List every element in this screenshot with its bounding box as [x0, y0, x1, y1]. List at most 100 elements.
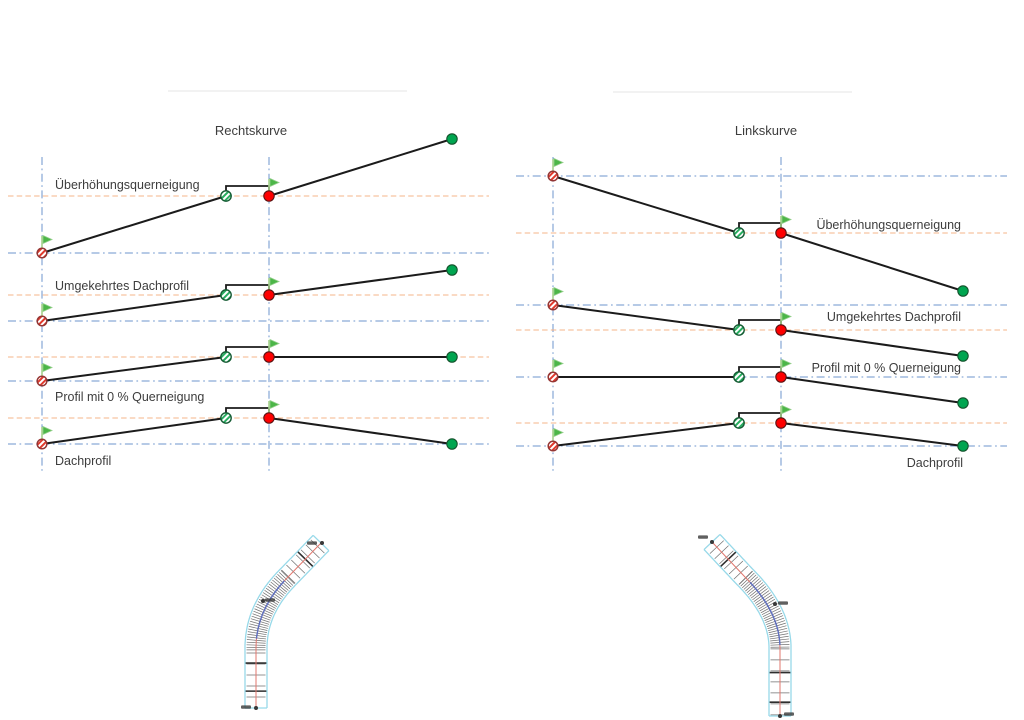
profile-row: Umgekehrtes Dachprofil [516, 286, 1007, 362]
start-station-marker-icon [547, 371, 559, 383]
corridor-edge [266, 550, 330, 708]
flag-icon [42, 425, 53, 436]
flag-icon [781, 214, 792, 225]
profile-line-segment [41, 195, 227, 254]
station-label-mark [307, 541, 317, 545]
flag-icon [42, 362, 53, 373]
panel-linkskurve: Linkskurve Überhöhungsquerneigung Umgekehr… [516, 91, 1007, 472]
profile-line-segment [268, 138, 453, 197]
transition-station-marker-icon [220, 190, 232, 202]
crown-step-bracket [738, 366, 782, 373]
profile-line-segment [552, 304, 740, 331]
profile-label: Profil mit 0 % Querneigung [812, 361, 961, 375]
flag-icon [42, 234, 53, 245]
flag-icon [553, 286, 564, 297]
station-marker-dot [254, 706, 258, 710]
corridor-band [245, 535, 329, 708]
profile-label: Umgekehrtes Dachprofil [55, 279, 189, 293]
station-label-mark [778, 601, 788, 605]
profile-row: Profil mit 0 % Querneigung [8, 338, 489, 404]
start-station-marker-icon [547, 440, 559, 452]
transition-station-marker-icon [733, 324, 745, 336]
start-station-marker-icon [36, 247, 48, 259]
station-label-mark [241, 705, 251, 709]
start-station-marker-icon [36, 315, 48, 327]
transition-station-marker-icon [220, 351, 232, 363]
plan-linkskurve [698, 533, 794, 718]
profile-line-segment [268, 417, 453, 445]
transition-station-marker-icon [220, 412, 232, 424]
flag-icon [553, 427, 564, 438]
corridor-edge [244, 534, 314, 708]
flag-icon [269, 276, 280, 287]
profile-row: Umgekehrtes Dachprofil [8, 264, 489, 327]
start-station-marker-icon [36, 438, 48, 450]
corridor-edge [703, 549, 770, 716]
profile-label: Überhöhungsquerneigung [816, 218, 961, 232]
transition-station-marker-icon [733, 371, 745, 383]
profile-row: Profil mit 0 % Querneigung [516, 358, 1007, 409]
flag-icon [269, 177, 280, 188]
profile-line-segment [552, 175, 740, 234]
profile-label: Profil mit 0 % Querneigung [55, 390, 204, 404]
flag-icon [42, 302, 53, 313]
profile-line-segment [41, 356, 227, 382]
profile-row: Dachprofil [8, 399, 489, 468]
end-station-marker-icon [446, 351, 458, 363]
profile-line-segment [41, 417, 227, 445]
pivot-point-marker-icon [775, 324, 787, 336]
station-marker-dot [778, 714, 782, 718]
station-marker-dot [261, 599, 265, 603]
end-station-marker-icon [446, 438, 458, 450]
end-station-marker-icon [957, 440, 969, 452]
pivot-point-marker-icon [263, 412, 275, 424]
profile-label: Dachprofil [907, 456, 963, 470]
pivot-point-marker-icon [263, 190, 275, 202]
start-station-marker-icon [547, 299, 559, 311]
crown-step-bracket [738, 319, 782, 326]
start-station-marker-icon [547, 170, 559, 182]
crown-step-bracket [225, 407, 270, 414]
profile-line-segment [780, 422, 964, 447]
plan-rechtskurve [241, 534, 330, 710]
profile-line-segment [41, 294, 227, 322]
start-station-marker-icon [36, 375, 48, 387]
pivot-point-marker-icon [775, 417, 787, 429]
profile-line-segment [780, 329, 964, 357]
render-root: Rechtskurve Überhöhungsquerneigung Umgekeh… [8, 90, 1007, 718]
profile-row: Überhöhungsquerneigung [516, 157, 1007, 297]
station-marker-dot [320, 541, 324, 545]
corridor-edge [719, 534, 792, 716]
crown-step-bracket [225, 185, 270, 192]
end-station-marker-icon [957, 350, 969, 362]
profile-line-segment [268, 269, 453, 296]
profile-row: Dachprofil [516, 404, 1007, 470]
profile-label: Überhöhungsquerneigung [55, 178, 200, 192]
flag-icon [269, 399, 280, 410]
end-station-marker-icon [957, 397, 969, 409]
transition-station-marker-icon [733, 417, 745, 429]
curve-region-overlay [255, 542, 322, 708]
transition-station-marker-icon [220, 289, 232, 301]
flag-icon [553, 157, 564, 168]
transition-station-marker-icon [733, 227, 745, 239]
profile-line-segment [780, 232, 964, 292]
panel-title: Linkskurve [735, 123, 797, 138]
station-label-mark [784, 712, 794, 716]
pivot-point-marker-icon [263, 289, 275, 301]
crown-step-bracket [738, 412, 782, 419]
panel-rechtskurve: Rechtskurve Überhöhungsquerneigung Umgekeh… [8, 90, 489, 472]
panel-title: Rechtskurve [215, 123, 287, 138]
station-marker-dot [710, 540, 714, 544]
end-station-marker-icon [957, 285, 969, 297]
flag-icon [553, 358, 564, 369]
curve-region-overlay [711, 541, 781, 716]
station-label-mark [265, 598, 275, 602]
profile-row: Überhöhungsquerneigung [8, 133, 489, 259]
pivot-point-marker-icon [775, 227, 787, 239]
crown-step-bracket [225, 346, 270, 353]
pivot-point-marker-icon [263, 351, 275, 363]
end-station-marker-icon [446, 133, 458, 145]
